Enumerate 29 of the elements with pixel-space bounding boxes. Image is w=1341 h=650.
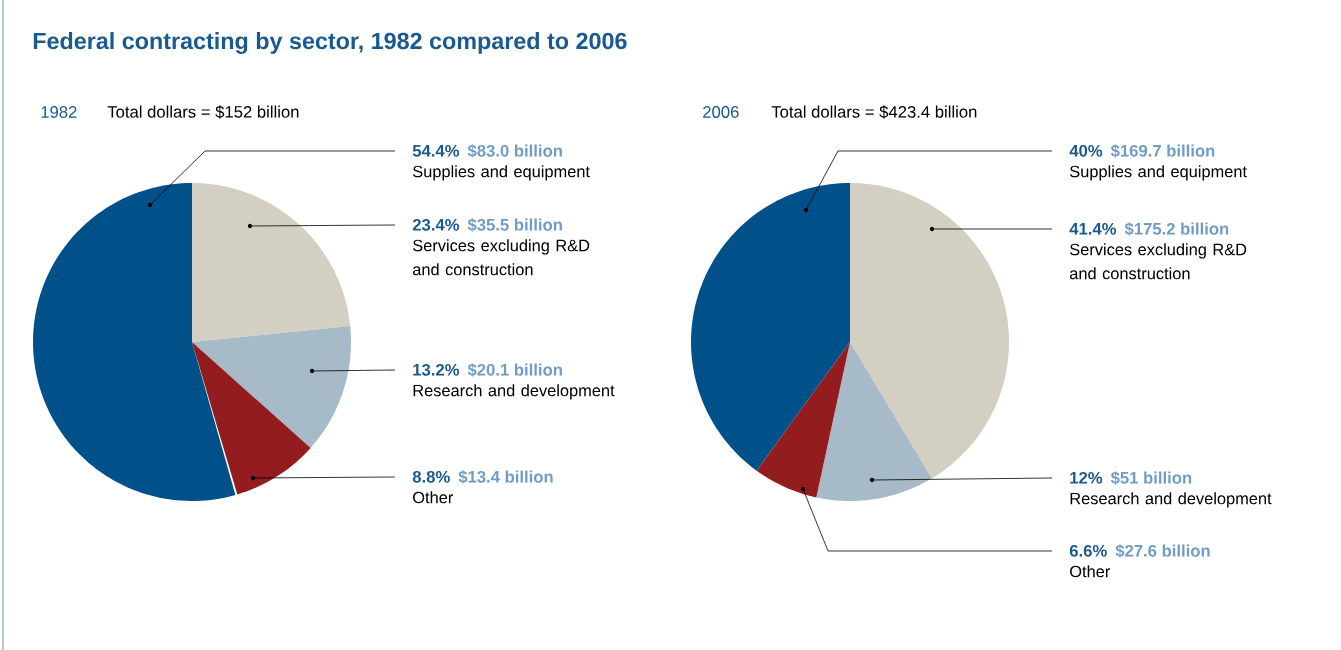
- data-label: 12%: [1070, 471, 1103, 484]
- text: $169.7 billion: [1110, 144, 1215, 158]
- text: $51 billion: [1110, 471, 1192, 485]
- slice-label: Services excluding R&D and construction: [1069, 243, 1247, 280]
- slice-label: Supplies and equipment: [1070, 165, 1247, 181]
- text: $35.5 billion: [467, 218, 562, 232]
- text: Total dollars = $152 billion: [107, 105, 299, 119]
- data-label: 41.4%: [1069, 222, 1117, 235]
- slice-label: Research and development: [1070, 492, 1272, 508]
- data-label: 13.2%: [413, 363, 460, 376]
- data-label: 6.6%: [1069, 544, 1107, 557]
- slice-label: Services excluding R&D and construction: [412, 239, 590, 276]
- text: $27.6 billion: [1115, 544, 1210, 558]
- data-label: 23.4%: [412, 218, 460, 231]
- text: Total dollars = $423.4 billion: [771, 105, 977, 119]
- data-label: 8.8%: [412, 470, 450, 483]
- data-label: 40%: [1069, 144, 1103, 157]
- chart-subtitle: 1982: [41, 106, 77, 118]
- slice-label: Supplies and equipment: [413, 165, 590, 181]
- text: $83.0 billion: [467, 144, 562, 158]
- slice-label: Other: [1070, 565, 1111, 578]
- chart-title: Federal contracting by sector, 1982 compared to 2006: [33, 32, 627, 54]
- text: $20.1 billion: [467, 363, 562, 377]
- chart-subtitle: 2006: [703, 106, 739, 118]
- text: $13.4 billion: [458, 470, 553, 484]
- data-label: 54.4%: [412, 144, 460, 157]
- slice-label: Research and development: [413, 384, 615, 400]
- text: $175.2 billion: [1124, 222, 1229, 236]
- slice-label: Other: [413, 491, 454, 504]
